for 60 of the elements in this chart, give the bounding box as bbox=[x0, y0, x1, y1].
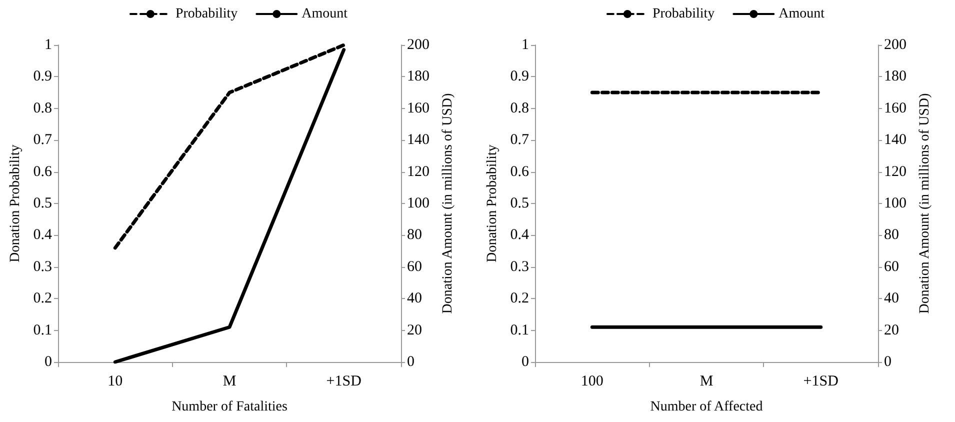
y-tick-label: 0.4 bbox=[33, 227, 52, 244]
x-axis-title: Number of Fatalities bbox=[172, 400, 288, 414]
x-tick-label: +1SD bbox=[326, 374, 362, 390]
y2-tick-label: 140 bbox=[407, 132, 430, 148]
y-tick-label: 0.2 bbox=[33, 290, 52, 307]
y2-tick-label: 160 bbox=[407, 100, 430, 116]
y2-tick-label: 40 bbox=[407, 290, 422, 307]
y-tick-label: 0.2 bbox=[510, 290, 529, 307]
y2-tick-label: 120 bbox=[884, 164, 906, 180]
y2-tick-label: 0 bbox=[884, 354, 892, 370]
y-tick-label: 0.6 bbox=[33, 164, 52, 180]
y-tick-label: 0.5 bbox=[510, 196, 529, 212]
y-tick-label: 1 bbox=[44, 37, 52, 53]
y-axis-title: Donation Probability bbox=[484, 144, 500, 262]
y-tick-label: 0 bbox=[44, 354, 52, 370]
y2-tick-label: 80 bbox=[407, 227, 422, 244]
y2-tick-label: 100 bbox=[407, 196, 430, 212]
y-tick-label: 0.8 bbox=[33, 100, 52, 116]
y2-tick-label: 60 bbox=[884, 258, 899, 275]
y-tick-label: 0 bbox=[522, 354, 529, 370]
x-tick-label: +1SD bbox=[803, 374, 839, 390]
y-tick-label: 0.7 bbox=[33, 132, 52, 148]
y-tick-label: 0.3 bbox=[510, 258, 529, 275]
y2-axis-title: Donation Amount (in millions of USD) bbox=[440, 92, 456, 314]
y2-tick-label: 120 bbox=[407, 164, 430, 180]
y2-tick-label: 180 bbox=[884, 68, 906, 85]
y-tick-label: 0.1 bbox=[510, 322, 529, 338]
y2-axis-title: Donation Amount (in millions of USD) bbox=[918, 92, 932, 314]
y2-tick-label: 100 bbox=[884, 196, 906, 212]
y-tick-label: 0.4 bbox=[510, 227, 530, 244]
y-tick-label: 0.3 bbox=[33, 258, 52, 275]
y-tick-label: 0.1 bbox=[33, 322, 52, 338]
y-tick-label: 0.5 bbox=[33, 196, 52, 212]
y-axis-title: Donation Probability bbox=[8, 144, 23, 262]
y2-tick-label: 60 bbox=[407, 258, 422, 275]
x-tick-label: 10 bbox=[108, 374, 123, 390]
x-tick-label: M bbox=[700, 374, 714, 390]
y-tick-label: 0.7 bbox=[510, 132, 530, 148]
y2-tick-label: 160 bbox=[884, 100, 906, 116]
legend-label: Amount bbox=[302, 6, 348, 22]
y2-tick-label: 180 bbox=[407, 68, 430, 85]
y2-tick-label: 80 bbox=[884, 227, 899, 244]
y2-tick-label: 200 bbox=[884, 37, 906, 53]
legend-label: Probability bbox=[652, 6, 715, 22]
x-axis-title: Number of Affected bbox=[650, 400, 763, 414]
legend-label: Amount bbox=[778, 6, 825, 22]
y-tick-label: 0.6 bbox=[510, 164, 530, 180]
y-tick-label: 0.8 bbox=[510, 100, 529, 116]
y2-tick-label: 0 bbox=[407, 354, 414, 370]
x-tick-label: 100 bbox=[580, 374, 604, 390]
y-tick-label: 0.9 bbox=[33, 68, 52, 85]
y2-tick-label: 140 bbox=[884, 132, 906, 148]
y-tick-label: 1 bbox=[522, 37, 529, 53]
legend-label: Probability bbox=[175, 6, 238, 22]
x-tick-label: M bbox=[222, 374, 236, 390]
y-tick-label: 0.9 bbox=[510, 68, 529, 85]
y2-tick-label: 200 bbox=[407, 37, 430, 53]
y2-tick-label: 20 bbox=[407, 322, 422, 338]
y2-tick-label: 20 bbox=[884, 322, 899, 338]
y2-tick-label: 40 bbox=[884, 290, 899, 307]
